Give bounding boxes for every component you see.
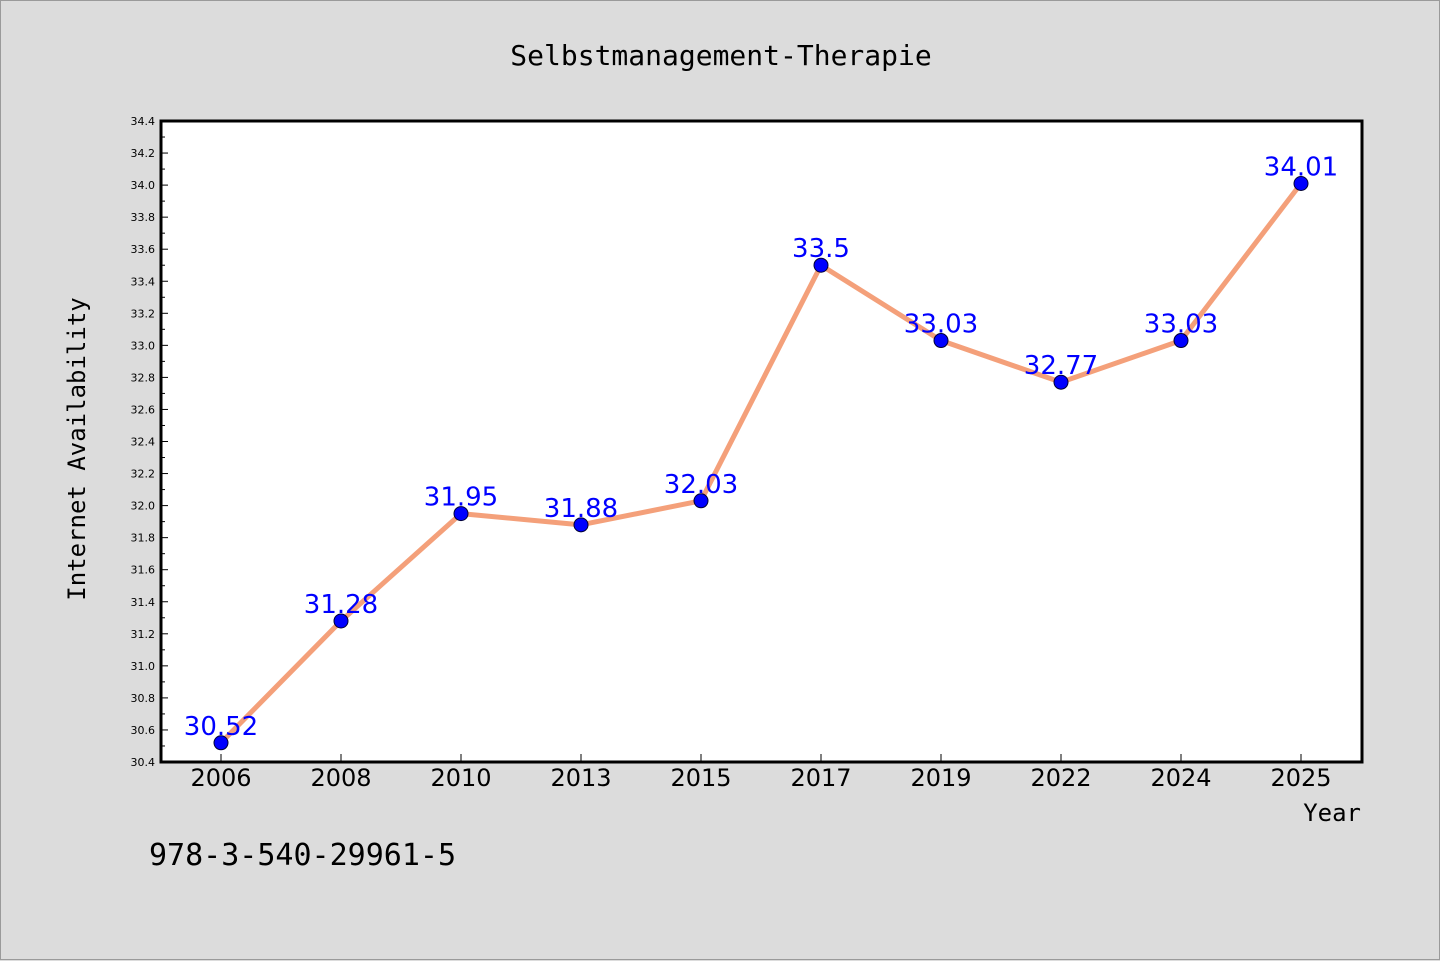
- y-tick-label: 32.6: [131, 403, 156, 416]
- data-label: 31.28: [304, 590, 378, 620]
- x-tick-label: 2022: [1030, 764, 1091, 792]
- y-tick-label: 31.6: [131, 564, 156, 577]
- footer-text: 978-3-540-29961-5: [149, 838, 456, 873]
- y-tick-label: 33.4: [131, 275, 156, 288]
- x-tick-label: 2019: [910, 764, 971, 792]
- data-series: 30.52 31.28 31.95 31.88 32.03 33.5 33.03 32.77 3…: [184, 152, 1338, 751]
- y-tick-label: 34.0: [131, 179, 156, 192]
- data-label: 31.95: [424, 483, 498, 513]
- data-point: [933, 333, 949, 349]
- y-tick-label: 31.2: [131, 628, 156, 641]
- y-tick-label: 31.0: [131, 660, 156, 673]
- y-axis: 30.4 30.6 30.8 31.0 31.2 31.4 31.6 31.8 32.0 32.2…: [131, 115, 168, 769]
- plot-frame: [159, 119, 1364, 764]
- y-tick-label: 33.0: [131, 339, 156, 352]
- data-label: 32.77: [1024, 351, 1098, 381]
- data-label: 31.88: [544, 494, 618, 524]
- x-tick-label: 2010: [430, 764, 491, 792]
- y-tick-label: 32.2: [131, 468, 156, 481]
- x-axis: 2006 2008 2010 2013 2015 2017 2019 2022 2024 2025: [190, 754, 1332, 792]
- data-point: [573, 517, 589, 533]
- data-point: [1293, 175, 1309, 191]
- x-tick-label: 2013: [550, 764, 611, 792]
- x-axis-label: Year: [1303, 799, 1361, 827]
- data-label: 33.03: [1144, 310, 1218, 340]
- y-tick-label: 33.8: [131, 211, 156, 224]
- data-point: [453, 506, 469, 522]
- y-tick-label: 31.8: [131, 532, 156, 545]
- data-label: 32.03: [664, 470, 738, 500]
- data-point: [333, 613, 349, 629]
- data-point: [693, 493, 709, 509]
- data-point: [813, 257, 829, 273]
- data-point: [1053, 374, 1069, 390]
- x-tick-label: 2017: [790, 764, 851, 792]
- y-tick-label: 33.6: [131, 243, 156, 256]
- y-tick-label: 34.2: [131, 147, 156, 160]
- data-point: [1173, 333, 1189, 349]
- data-point: [213, 735, 229, 751]
- y-tick-label: 32.8: [131, 371, 156, 384]
- y-tick-label: 33.2: [131, 307, 156, 320]
- y-axis-label: Internet Availability: [63, 297, 91, 600]
- data-label: 34.01: [1264, 152, 1338, 182]
- series-line: [219, 181, 1303, 745]
- y-tick-label: 34.4: [131, 115, 156, 128]
- y-tick-label: 30.4: [131, 756, 156, 769]
- y-tick-label: 30.8: [131, 692, 156, 705]
- data-label: 30.52: [184, 712, 258, 742]
- y-tick-label: 31.4: [131, 596, 156, 609]
- x-tick-label: 2024: [1150, 764, 1211, 792]
- y-tick-label: 32.0: [131, 500, 156, 513]
- data-label: 33.5: [792, 234, 850, 264]
- x-tick-label: 2015: [670, 764, 731, 792]
- x-tick-label: 2008: [310, 764, 371, 792]
- chart-title: Selbstmanagement-Therapie: [510, 39, 931, 72]
- x-tick-label: 2006: [190, 764, 251, 792]
- data-label: 33.03: [904, 310, 978, 340]
- y-tick-label: 32.4: [131, 436, 156, 449]
- x-tick-label: 2025: [1270, 764, 1331, 792]
- plot-area: [161, 121, 1362, 762]
- y-tick-label: 30.6: [131, 724, 156, 737]
